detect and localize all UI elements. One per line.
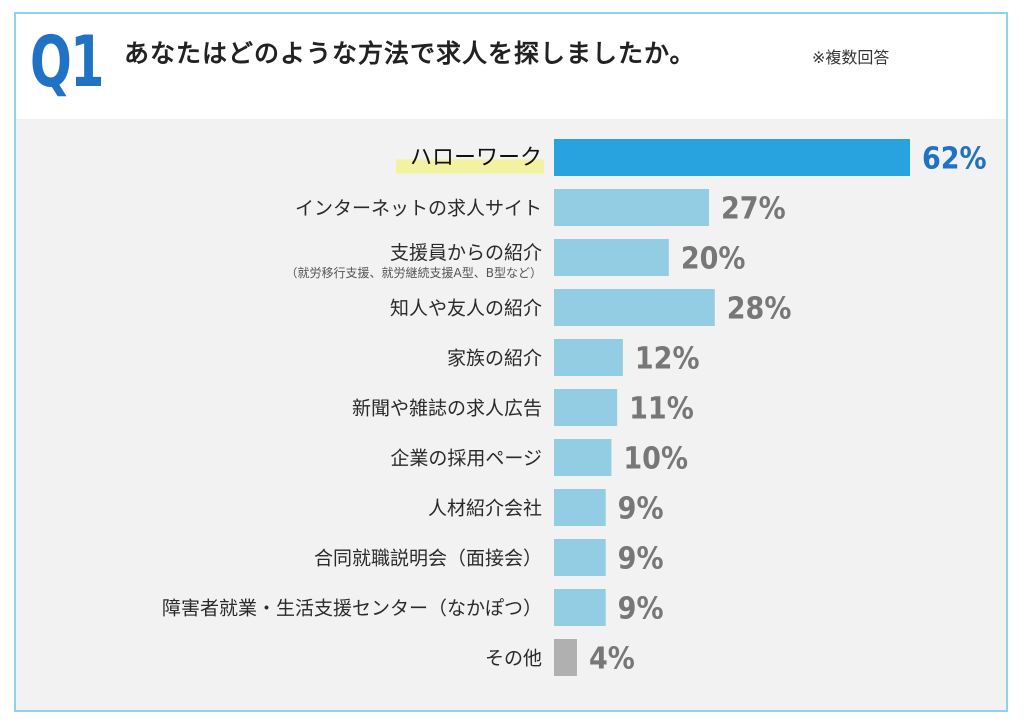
bar (554, 439, 612, 476)
value-label: 9% (618, 542, 664, 577)
bar (554, 489, 606, 526)
value-label: 4% (589, 642, 635, 677)
category-label: 家族の紹介 (447, 348, 542, 370)
value-label: 10% (623, 442, 688, 477)
value-label: 20% (681, 242, 746, 277)
question-number: Q1 (30, 21, 104, 103)
bar-chart: ハローワーク 62% インターネットの求人サイト 27% 支援員からの紹介（就労移行支援… (162, 139, 987, 677)
bar (554, 339, 623, 376)
question-header: Q1 あなたはどのような方法で求人を探しましたか。 ※複数回答 (16, 14, 1006, 119)
chart-area: ハローワーク 62% インターネットの求人サイト 27% 支援員からの紹介 （就労移行支援… (16, 119, 1006, 710)
category-label: 支援員からの紹介 (390, 242, 542, 264)
bar (554, 389, 618, 426)
value-label: 28% (727, 292, 792, 327)
bar (554, 189, 710, 226)
value-label: 11% (629, 392, 694, 427)
bar (554, 139, 910, 176)
category-label: 知人や友人の紹介 (390, 298, 542, 320)
question-card: Q1 あなたはどのような方法で求人を探しましたか。 ※複数回答 ハローワーク 62… (14, 12, 1008, 712)
category-label: ハローワーク (410, 146, 542, 171)
value-label: 12% (635, 342, 700, 377)
value-label: 9% (618, 492, 664, 527)
category-label: 合同就職説明会（面接会） (314, 548, 542, 570)
category-label: 企業の採用ページ (390, 448, 542, 470)
category-label: インターネットの求人サイト (295, 198, 542, 220)
bar (554, 639, 577, 676)
value-label: 62% (922, 142, 987, 177)
category-label: 新聞や雑誌の求人広告 (352, 398, 542, 420)
bar (554, 289, 715, 326)
label-highlight-marker (395, 159, 544, 174)
category-label: 障害者就業・生活支援センター（なかぽつ） (162, 598, 542, 620)
bar (554, 539, 606, 576)
category-label: その他 (485, 648, 542, 670)
category-label: 人材紹介会社 (428, 498, 542, 520)
multiple-answer-note: ※複数回答 (812, 48, 890, 67)
question-text: あなたはどのような方法で求人を探しましたか。 (124, 39, 696, 68)
bar (554, 239, 669, 276)
value-label: 9% (618, 592, 664, 627)
value-label: 27% (721, 192, 786, 227)
bar (554, 589, 606, 626)
category-sublabel: （就労移行支援、就労継続支援A型、B型など） (286, 265, 542, 280)
